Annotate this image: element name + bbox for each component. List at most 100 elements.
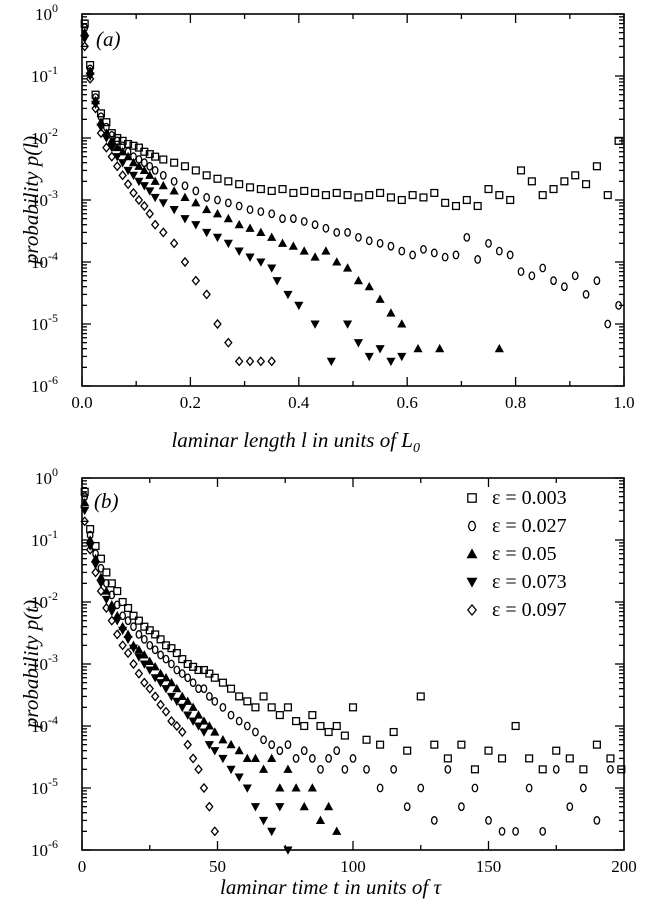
panel-b-y-tick-exp: -5 bbox=[48, 775, 58, 789]
panel-b-point bbox=[156, 699, 165, 710]
panel-b-point bbox=[235, 716, 243, 726]
panel-a-point bbox=[112, 161, 122, 172]
panel-b-point bbox=[242, 753, 252, 762]
panel-a-point bbox=[397, 195, 406, 205]
panel-b-point bbox=[579, 765, 588, 774]
panel-a-x-axis-label-subscript: 0 bbox=[413, 441, 420, 456]
panel-a-series-1 bbox=[81, 23, 622, 329]
panel-a-point bbox=[582, 180, 591, 189]
panel-b-y-axis-label: probability p(t) bbox=[19, 600, 43, 730]
panel-b-x-axis-label: laminar time t in units of τ bbox=[220, 875, 443, 899]
panel-a-point bbox=[158, 199, 168, 208]
panel-a-y-tick-exp: 0 bbox=[52, 1, 58, 15]
panel-a-point bbox=[268, 209, 276, 219]
panel-b-x-tick-label: 50 bbox=[209, 857, 226, 876]
panel-b-x-tick-label: 100 bbox=[340, 857, 366, 876]
panel-a-point bbox=[397, 352, 407, 362]
panel-b-point bbox=[376, 740, 385, 749]
panel-b-y-tick-label: 10-4 bbox=[31, 713, 58, 736]
panel-a-point bbox=[256, 227, 266, 236]
panel-a-point bbox=[582, 290, 590, 299]
panel-a-series-0 bbox=[80, 19, 623, 211]
panel-a-point bbox=[245, 183, 255, 192]
panel-b-x-tick-label: 150 bbox=[476, 857, 502, 876]
panel-b-point bbox=[195, 684, 202, 694]
panel-b-point bbox=[189, 678, 197, 688]
panel-a-point bbox=[212, 208, 223, 218]
panel-b-point bbox=[485, 816, 492, 825]
panel-b-point bbox=[430, 816, 438, 825]
panel-a-point bbox=[441, 252, 449, 262]
panel-b-point bbox=[199, 782, 209, 794]
panel-b-point bbox=[275, 803, 285, 812]
panel-a-point bbox=[278, 185, 287, 194]
panel-a-point bbox=[112, 142, 122, 152]
panel-a-point bbox=[571, 271, 579, 281]
panel-a-point bbox=[593, 276, 601, 286]
panel-b-point bbox=[324, 727, 333, 737]
panel-a-point bbox=[290, 214, 297, 224]
panel-b-point bbox=[139, 660, 149, 669]
panel-b-point bbox=[219, 702, 227, 712]
panel-a-point bbox=[485, 238, 492, 248]
panel-b-point bbox=[260, 735, 267, 745]
panel-a-point bbox=[140, 200, 149, 212]
panel-b-point bbox=[332, 721, 341, 731]
panel-b-legend-marker bbox=[466, 577, 478, 588]
panel-a-point bbox=[538, 191, 547, 200]
panel-a-point bbox=[267, 356, 276, 367]
panel-a-point bbox=[139, 165, 149, 174]
panel-a-point bbox=[364, 281, 374, 291]
panel-a-point bbox=[310, 252, 320, 261]
panel-a-point bbox=[506, 195, 515, 205]
panel-b-point bbox=[579, 783, 587, 793]
panel-b-point bbox=[235, 692, 244, 701]
panel-a-point bbox=[365, 191, 374, 200]
panel-a-point bbox=[311, 188, 320, 197]
panel-b-point bbox=[119, 611, 127, 621]
panel-a-point bbox=[300, 217, 308, 226]
panel-b-point bbox=[471, 783, 479, 793]
panel-b-point bbox=[484, 746, 493, 755]
panel-a-point bbox=[256, 258, 266, 267]
panel-b-point bbox=[130, 622, 137, 632]
panel-b-point bbox=[497, 754, 507, 763]
panel-a-point bbox=[107, 136, 117, 145]
panel-a-point bbox=[375, 345, 385, 354]
panel-a-point bbox=[169, 186, 179, 195]
panel-b-point bbox=[251, 703, 260, 712]
panel-a-point bbox=[419, 193, 428, 202]
panel-b-point bbox=[210, 727, 220, 736]
panel-b-point bbox=[113, 600, 121, 610]
panel-a-series-3 bbox=[80, 35, 407, 367]
panel-b-point bbox=[140, 634, 148, 644]
panel-b-point bbox=[101, 595, 111, 605]
panel-b-y-tick-exp: -1 bbox=[48, 527, 58, 541]
panel-a-point bbox=[159, 170, 167, 180]
panel-b-y-tick-label: 100 bbox=[35, 465, 58, 488]
panel-b-point bbox=[341, 764, 349, 774]
panel-a-point bbox=[85, 73, 95, 84]
panel-a-point bbox=[123, 166, 133, 176]
panel-a-point bbox=[150, 176, 160, 185]
panel-a-point bbox=[80, 41, 89, 52]
panel-a-y-tick-base: 10 bbox=[31, 377, 48, 396]
panel-a-point bbox=[235, 201, 243, 211]
panel-b-point bbox=[146, 640, 154, 650]
panel-b-point bbox=[211, 696, 219, 706]
panel-b-point bbox=[340, 731, 349, 740]
panel-a-point bbox=[375, 294, 385, 303]
panel-b-point bbox=[234, 773, 244, 782]
panel-b-point bbox=[145, 683, 154, 694]
panel-b-point bbox=[168, 659, 175, 669]
panel-b-point bbox=[332, 826, 342, 835]
panel-a-point bbox=[435, 343, 445, 353]
panel-b-point bbox=[284, 740, 292, 750]
panel-a-point bbox=[96, 109, 106, 118]
panel-a-y-tick-exp: -5 bbox=[48, 311, 58, 325]
panel-b-point bbox=[112, 629, 122, 640]
panel-a-point bbox=[592, 162, 601, 171]
panel-b-legend-marker bbox=[466, 548, 478, 559]
panel-a-point bbox=[118, 170, 127, 181]
panel-b-point bbox=[188, 717, 198, 726]
